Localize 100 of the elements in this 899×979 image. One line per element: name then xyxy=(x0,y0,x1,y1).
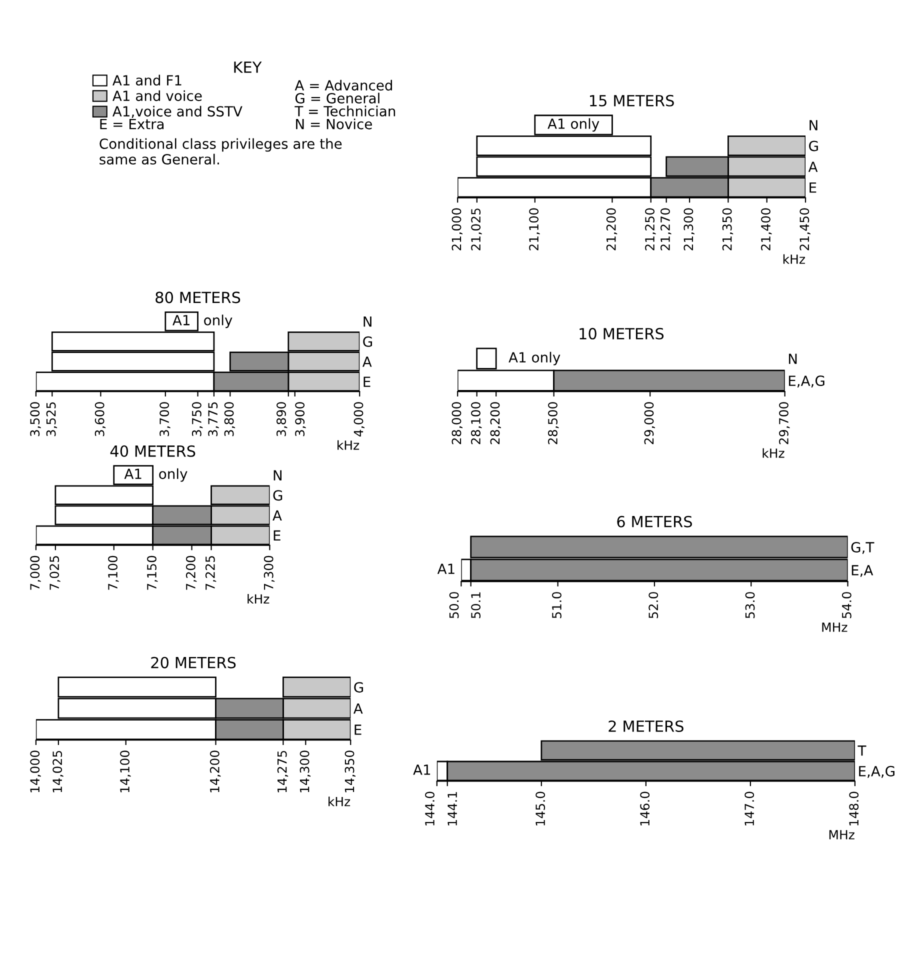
x-tick-label: 21,250 xyxy=(645,208,656,250)
x-tick-label: 3,800 xyxy=(224,402,236,436)
legend-label: A1 and voice xyxy=(112,90,202,102)
x-tick-label: 53.0 xyxy=(745,592,755,618)
x-tick-label: 14,000 xyxy=(30,750,41,792)
annotation: A1 only xyxy=(508,352,560,366)
text: T = Technician xyxy=(294,106,396,116)
x-tick-label: 144.1 xyxy=(448,792,457,826)
text: E = Extra xyxy=(100,119,164,130)
x-tick-label: 7,000 xyxy=(30,556,41,590)
x-tick-label: 28,200 xyxy=(490,402,501,444)
y-tick-label: E xyxy=(274,530,280,541)
x-tick-label: 14,100 xyxy=(120,750,131,792)
x-axis-title: kHz xyxy=(328,796,350,806)
annotation: only xyxy=(204,314,232,328)
x-axis-title: kHz xyxy=(338,440,360,450)
x-tick-label: 7,150 xyxy=(147,556,158,590)
text: A = Advanced xyxy=(294,80,392,91)
y-tick-label: N xyxy=(810,120,818,130)
x-tick-label: 29,000 xyxy=(644,402,655,444)
x-axis-title: kHz xyxy=(783,254,805,264)
y-tick-label: G xyxy=(354,682,364,693)
y-tick-label: G xyxy=(363,336,372,347)
y-tick-label: E xyxy=(364,376,370,387)
chart-title: 80 METERS xyxy=(156,292,240,304)
x-tick-label: 3,750 xyxy=(192,402,203,436)
x-tick-label: 28,100 xyxy=(471,402,482,444)
y-tick-label: E,A,G xyxy=(859,766,894,778)
annotation: A1 xyxy=(413,764,430,775)
chart-title: 40 METERS xyxy=(110,445,196,457)
annotation: A1 only xyxy=(548,118,600,132)
y-tick-label: E xyxy=(354,724,362,735)
x-tick-label: 3,900 xyxy=(295,402,306,436)
x-tick-label: 147.0 xyxy=(744,792,754,826)
legend-label: A1 and F1 xyxy=(112,74,182,86)
x-tick-label: 28,000 xyxy=(452,402,462,444)
x-tick-label: 29,700 xyxy=(779,402,790,444)
annotation: A1 xyxy=(124,468,142,479)
y-tick-label: G,T xyxy=(851,542,874,554)
x-tick-label: 3,525 xyxy=(46,402,58,436)
y-tick-label: N xyxy=(788,354,797,364)
x-tick-label: 50.0 xyxy=(449,592,459,618)
y-tick-label: A xyxy=(272,510,282,520)
x-tick-label: 51.0 xyxy=(552,592,562,618)
x-tick-label: 21,450 xyxy=(800,208,810,250)
x-tick-label: 14,300 xyxy=(300,750,311,792)
x-tick-label: 7,100 xyxy=(108,556,119,590)
y-tick-label: T xyxy=(858,746,866,756)
y-tick-label: E,A,G xyxy=(788,376,824,388)
x-tick-label: 50.1 xyxy=(471,592,481,618)
chart-title: 10 METERS xyxy=(580,328,664,340)
x-tick-label: 4,000 xyxy=(354,402,364,436)
x-tick-label: 3,890 xyxy=(276,402,288,436)
x-axis-title: kHz xyxy=(248,594,270,604)
x-tick-label: 148.0 xyxy=(849,792,859,826)
chart-title: 20 METERS xyxy=(151,656,236,668)
x-tick-label: 7,025 xyxy=(50,556,60,590)
x-axis-title: MHz xyxy=(829,830,854,840)
chart-title: 6 METERS xyxy=(617,516,692,528)
x-tick-label: 3,775 xyxy=(208,402,219,436)
y-tick-label: A xyxy=(362,356,372,367)
x-tick-label: 21,200 xyxy=(606,208,618,250)
y-tick-label: A xyxy=(353,703,363,714)
y-tick-label: N xyxy=(364,316,372,327)
x-tick-label: 21,350 xyxy=(722,208,734,250)
y-tick-label: E xyxy=(810,182,816,193)
x-tick-label: 3,700 xyxy=(160,402,170,436)
annotation: only xyxy=(159,468,188,482)
x-tick-label: 52.0 xyxy=(648,592,658,618)
y-tick-label: G xyxy=(273,490,282,501)
x-tick-label: 14,350 xyxy=(344,750,356,792)
text: KEY xyxy=(234,62,262,73)
x-tick-label: 7,225 xyxy=(205,556,216,590)
legend-label: A1,voice and SSTV xyxy=(112,106,242,118)
x-tick-label: 3,500 xyxy=(30,402,41,436)
x-tick-label: 21,100 xyxy=(529,208,540,250)
text: Conditional class privileges are the same as General. xyxy=(100,138,342,165)
annotation: A1 xyxy=(437,564,454,574)
x-tick-label: 146.0 xyxy=(640,792,650,826)
text: N = Novice xyxy=(296,118,372,130)
x-tick-label: 14,200 xyxy=(210,750,221,792)
x-axis-title: kHz xyxy=(762,448,784,458)
x-tick-label: 21,300 xyxy=(684,208,694,250)
x-tick-label: 14,025 xyxy=(52,750,64,792)
chart-title: 15 METERS xyxy=(590,94,674,106)
text: G = General xyxy=(295,92,380,104)
y-tick-label: G xyxy=(809,140,818,152)
annotation: A1 xyxy=(172,315,190,326)
x-tick-label: 21,000 xyxy=(452,208,462,250)
x-axis-title: MHz xyxy=(822,622,848,632)
y-tick-label: E,A xyxy=(852,565,874,577)
x-tick-label: 21,025 xyxy=(471,208,482,250)
x-tick-label: 14,275 xyxy=(277,750,288,792)
y-tick-label: A xyxy=(808,162,818,172)
x-tick-label: 145.0 xyxy=(536,792,546,826)
x-tick-label: 144.0 xyxy=(425,792,434,826)
x-tick-label: 21,270 xyxy=(660,208,672,250)
x-tick-label: 28,500 xyxy=(548,402,559,444)
x-tick-label: 54.0 xyxy=(842,592,852,618)
x-tick-label: 3,600 xyxy=(94,402,106,436)
